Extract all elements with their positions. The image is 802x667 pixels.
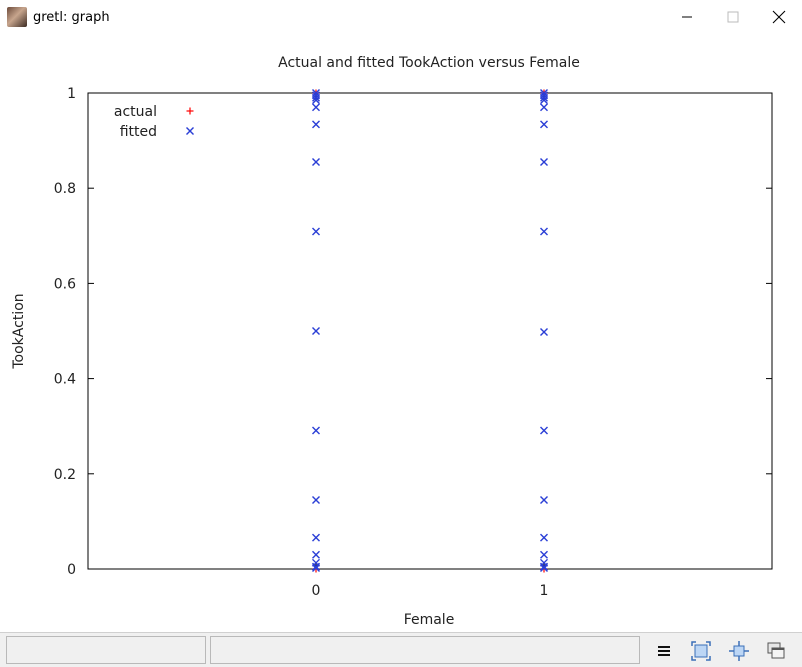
y-axis-label: TookAction xyxy=(11,293,27,369)
menu-button[interactable] xyxy=(652,639,676,663)
window-controls xyxy=(664,0,802,34)
windows-icon xyxy=(767,642,785,659)
fitted-point xyxy=(540,426,548,435)
legend: actual fitted xyxy=(114,104,194,140)
fitted-point xyxy=(312,227,320,236)
fitted-point xyxy=(540,93,548,102)
x-tick-label: 0 xyxy=(312,583,321,599)
fitted-point xyxy=(312,533,320,542)
fitted-point xyxy=(312,158,320,167)
maximize-button[interactable] xyxy=(710,0,756,34)
fitted-point xyxy=(312,93,320,102)
status-bar xyxy=(0,632,802,667)
zoom-icon xyxy=(691,641,711,661)
scatter-plot: Actual and fitted TookAction versus Fema… xyxy=(11,55,773,628)
minimize-icon xyxy=(682,16,692,18)
fitted-point xyxy=(312,550,320,559)
legend-label: fitted xyxy=(120,124,157,140)
fitted-point xyxy=(540,158,548,167)
y-tick-label: 0.6 xyxy=(54,276,76,292)
status-pane-left xyxy=(6,636,206,664)
legend-label: actual xyxy=(114,104,157,120)
windows-button[interactable] xyxy=(764,639,788,663)
plot-frame xyxy=(87,92,773,570)
fitted-point xyxy=(540,327,548,336)
fitted-point xyxy=(312,426,320,435)
x-axis-label: Female xyxy=(404,612,455,628)
fitted-point xyxy=(540,227,548,236)
fit-icon xyxy=(729,641,749,661)
zoom-button[interactable] xyxy=(689,639,713,663)
graph-area[interactable]: Actual and fitted TookAction versus Fema… xyxy=(0,34,802,632)
fitted-point xyxy=(540,550,548,559)
fitted-point xyxy=(540,533,548,542)
fitted-point xyxy=(312,495,320,504)
minimize-button[interactable] xyxy=(664,0,710,34)
fitted-point xyxy=(312,564,320,573)
close-button[interactable] xyxy=(756,0,802,34)
status-pane-right xyxy=(210,636,640,664)
legend-marker xyxy=(186,107,194,115)
x-tick-label: 1 xyxy=(540,583,549,599)
y-tick-label: 0.8 xyxy=(54,181,76,197)
fitted-point xyxy=(540,103,548,112)
fitted-point xyxy=(540,495,548,504)
chart-title: Actual and fitted TookAction versus Fema… xyxy=(278,55,580,71)
fitted-point xyxy=(540,562,548,571)
data-points xyxy=(312,89,548,573)
fitted-point xyxy=(312,103,320,112)
menu-icon xyxy=(658,646,670,656)
fit-button[interactable] xyxy=(727,639,751,663)
legend-marker xyxy=(186,127,194,135)
window-titlebar: gretl: graph xyxy=(0,0,802,34)
y-tick-label: 0 xyxy=(67,562,76,578)
fitted-point xyxy=(312,327,320,335)
fitted-point xyxy=(312,562,320,571)
fitted-point xyxy=(540,564,548,573)
fitted-point xyxy=(312,96,320,105)
y-axis: 0 0.2 0.4 0.6 0.8 1 xyxy=(54,86,772,578)
gretl-app-icon xyxy=(7,7,27,27)
close-icon xyxy=(772,10,786,24)
maximize-icon xyxy=(727,11,739,23)
y-tick-label: 1 xyxy=(67,86,76,102)
fitted-point xyxy=(540,96,548,105)
y-tick-label: 0.4 xyxy=(54,372,76,388)
y-tick-label: 0.2 xyxy=(54,467,76,483)
window-title: gretl: graph xyxy=(33,9,110,25)
fitted-point xyxy=(312,120,320,129)
fitted-point xyxy=(540,120,548,129)
